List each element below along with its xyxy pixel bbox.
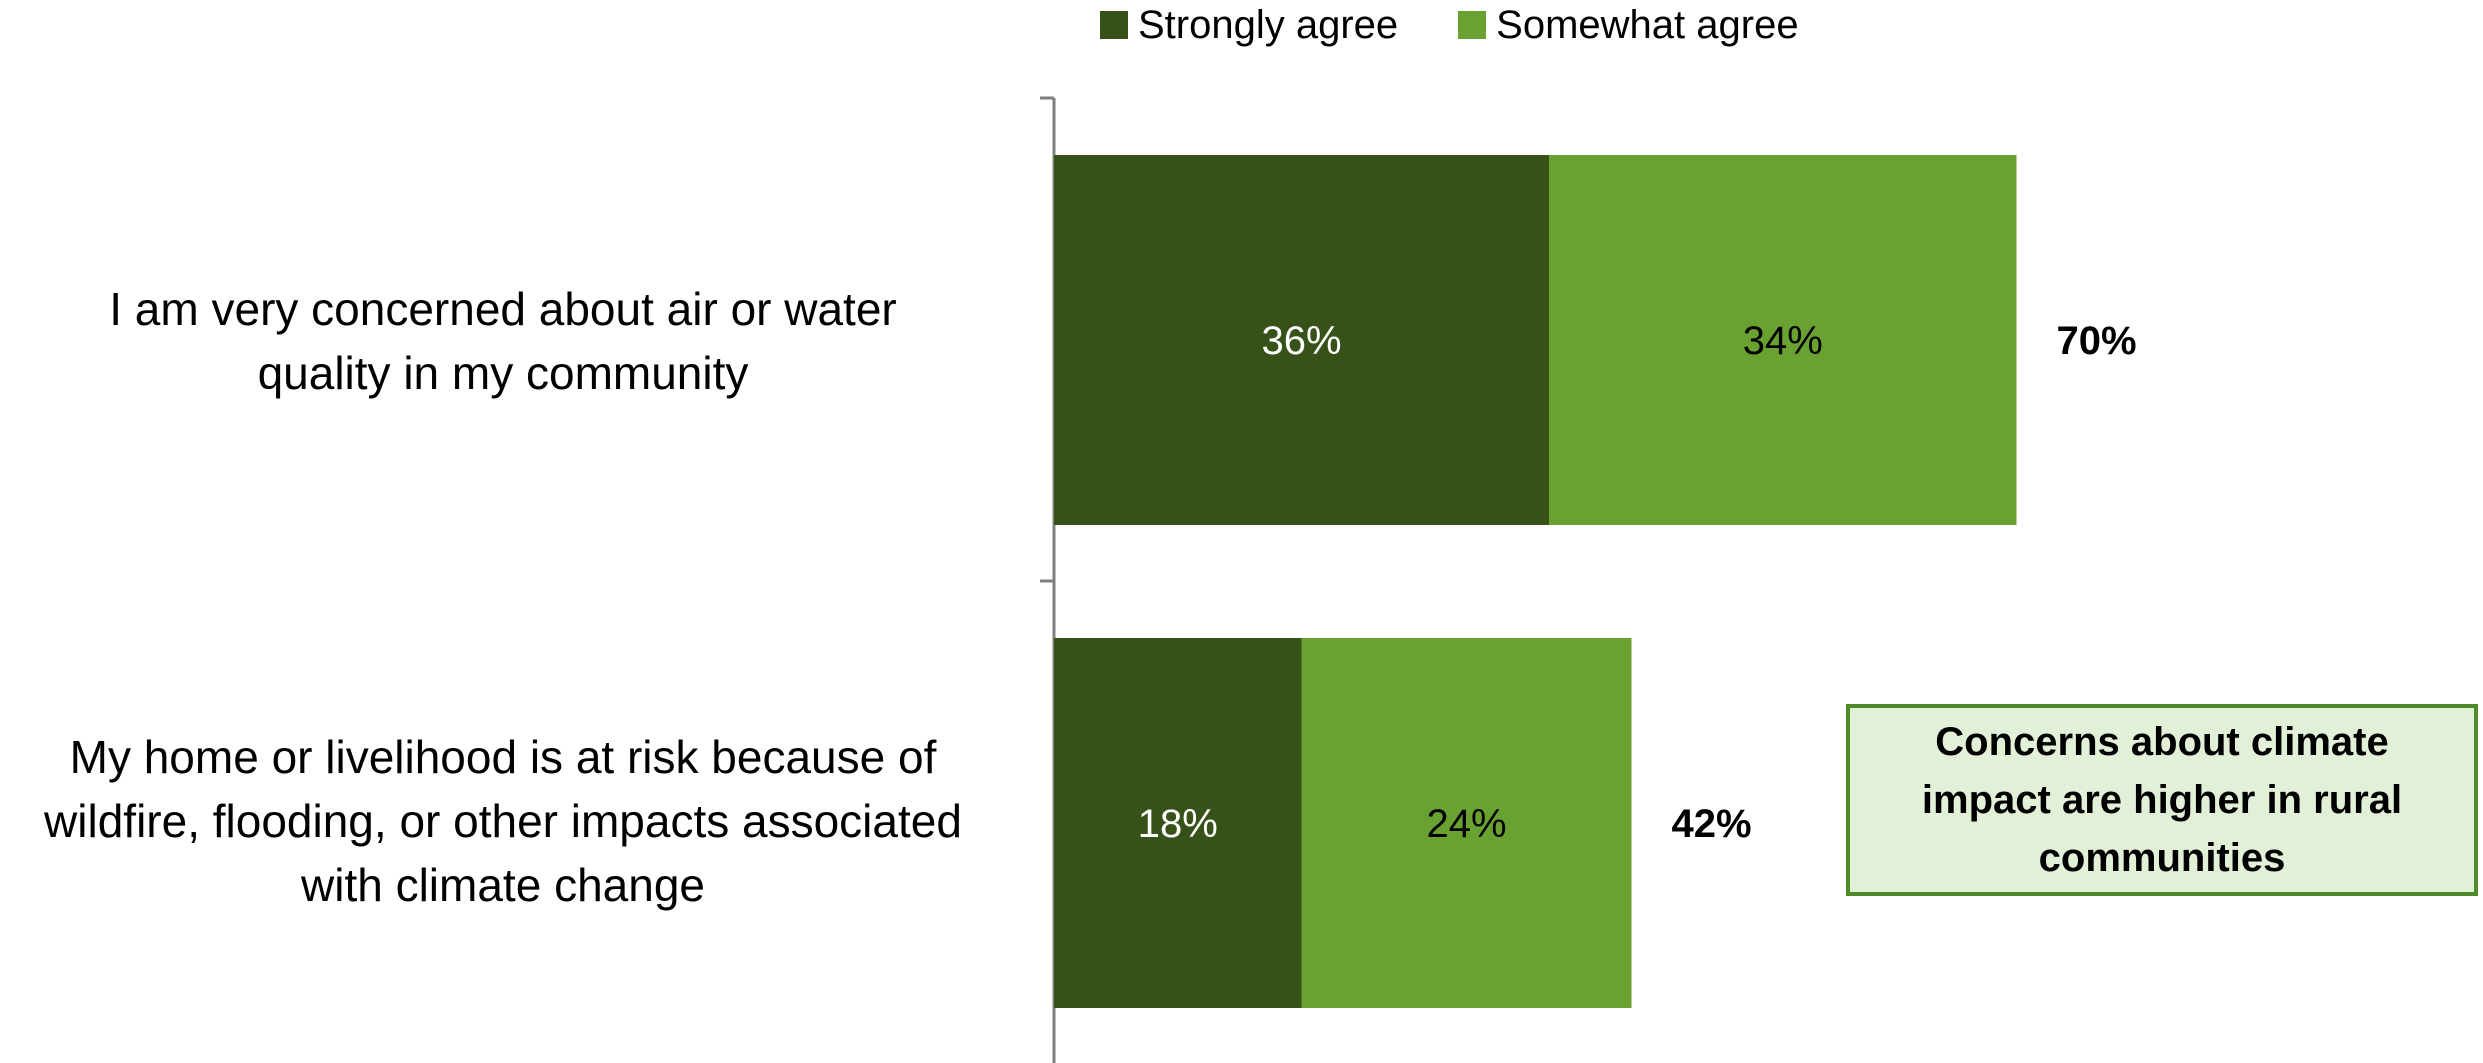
total-label-2: 42% [1672, 802, 1752, 846]
legend-item-somewhat-agree: Somewhat agree [1458, 2, 1799, 48]
category-label-line: with climate change [301, 859, 705, 911]
legend-swatch-strongly-agree [1100, 11, 1128, 39]
bar-strongly-agree-2 [1054, 638, 1302, 1008]
category-label-line: My home or livelihood is at risk because… [69, 731, 937, 783]
data-label-somewhat-agree-2: 24% [1426, 802, 1506, 846]
legend: Strongly agree Somewhat agree [1100, 0, 1799, 50]
legend-swatch-somewhat-agree [1458, 11, 1487, 39]
total-label-1: 70% [2057, 319, 2137, 363]
bar-somewhat-agree-1 [1549, 155, 2017, 525]
category-label-line: wildfire, flooding, or other impacts ass… [44, 795, 962, 847]
legend-item-strongly-agree: Strongly agree [1100, 3, 1398, 48]
callout-box: Concerns about climate impact are higher… [1846, 704, 2478, 896]
legend-label-somewhat-agree: Somewhat agree [1496, 2, 1799, 47]
category-label-air-water: I am very concerned about air or water q… [3, 277, 1003, 405]
bar-somewhat-agree-2 [1301, 638, 1632, 1008]
legend-label-strongly-agree: Strongly agree [1138, 2, 1399, 47]
category-label-line: quality in my community [257, 347, 749, 399]
category-label-line: I am very concerned about air or water [109, 283, 897, 335]
data-label-strongly-agree-1: 36% [1261, 319, 1341, 363]
data-label-strongly-agree-2: 18% [1138, 802, 1218, 846]
bar-strongly-agree-1 [1054, 155, 1549, 525]
category-label-home-risk: My home or livelihood is at risk because… [3, 725, 1003, 917]
data-label-somewhat-agree-1: 34% [1743, 319, 1823, 363]
